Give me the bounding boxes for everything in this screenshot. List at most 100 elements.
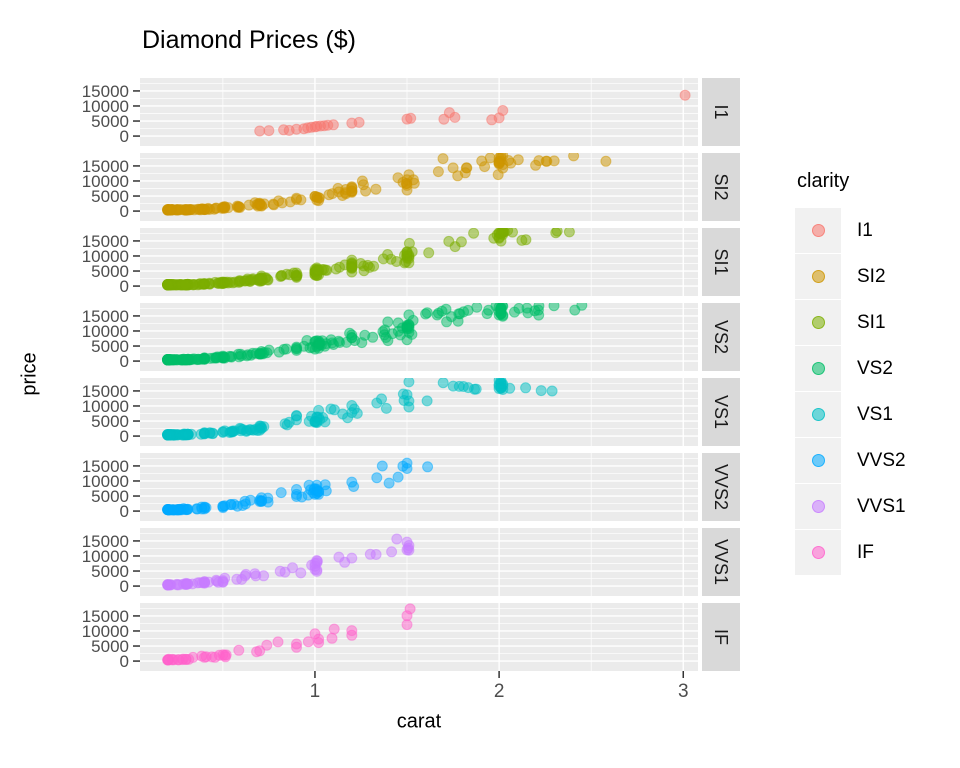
legend-dot <box>811 316 825 329</box>
y-tick-label: 15000 <box>82 382 129 401</box>
facet-strip-VVS1 <box>702 528 740 596</box>
x-axis-title: carat <box>396 710 442 733</box>
y-tick-label: 10000 <box>82 97 129 116</box>
y-tick-label: 15000 <box>82 157 129 176</box>
legend-label: I1 <box>857 219 873 241</box>
y-tick-label: 5000 <box>91 337 129 356</box>
y-tick-label: 0 <box>120 277 129 296</box>
chart-title: Diamond Prices ($) <box>142 26 356 54</box>
legend-dot <box>811 224 825 237</box>
y-tick-label: 0 <box>120 427 129 446</box>
y-tick-label: 15000 <box>82 232 129 251</box>
y-tick-label: 15000 <box>82 532 129 551</box>
legend-entry-I1: I1 <box>795 208 960 253</box>
y-tick-label: 5000 <box>91 262 129 281</box>
y-tick-label: 0 <box>120 577 129 596</box>
facet-panel-IF <box>140 603 698 671</box>
y-tick-label: 0 <box>120 352 129 371</box>
legend-entry-VS2: VS2 <box>795 346 960 391</box>
points-SI1 <box>162 228 575 291</box>
facet-strip-label: SI2 <box>711 173 731 200</box>
y-tick-label: 0 <box>120 652 129 671</box>
y-tick-label: 10000 <box>82 472 129 491</box>
legend-label: SI2 <box>857 265 886 287</box>
y-tick-label: 15000 <box>82 82 129 101</box>
legend-dot <box>811 454 825 467</box>
y-tick-label: 5000 <box>91 412 129 431</box>
facet-panel-VVS1 <box>140 528 698 596</box>
legend-title: clarity <box>797 170 850 192</box>
facet-strip-label: VS2 <box>711 320 731 354</box>
legend-key <box>795 254 841 299</box>
legend-entry-VVS2: VVS2 <box>795 438 960 483</box>
x-tick-label: 1 <box>310 681 321 702</box>
y-tick-label: 5000 <box>91 562 129 581</box>
legend-label: VS2 <box>857 357 893 379</box>
y-tick-label: 10000 <box>82 172 129 191</box>
x-tick-label: 3 <box>678 681 689 702</box>
facet-strip-label: IF <box>711 629 731 645</box>
legend-entry-SI2: SI2 <box>795 254 960 299</box>
y-tick-label: 0 <box>120 502 129 521</box>
y-tick-label: 10000 <box>82 547 129 566</box>
facet-strip-VVS2 <box>702 453 740 521</box>
legend-entry-VS1: VS1 <box>795 392 960 437</box>
points-VVS1 <box>162 533 415 591</box>
y-tick-label: 15000 <box>82 607 129 626</box>
points-VS2 <box>162 303 588 366</box>
y-tick-label: 5000 <box>91 487 129 506</box>
facet-strip-label: VVS1 <box>711 539 731 585</box>
legend-dot <box>811 408 825 421</box>
legend-dot <box>811 546 825 559</box>
y-tick-label: 15000 <box>82 307 129 326</box>
x-tick-label: 2 <box>494 681 505 702</box>
facet-strip-label: VS1 <box>711 395 731 429</box>
legend-entry-VVS1: VVS1 <box>795 484 960 529</box>
y-tick-label: 5000 <box>91 112 129 131</box>
facet-strip-label: VVS2 <box>711 464 731 510</box>
y-tick-label: 10000 <box>82 322 129 341</box>
facet-strip-IF <box>702 603 740 671</box>
points-I1 <box>254 89 691 137</box>
y-tick-label: 0 <box>120 202 129 221</box>
legend-key <box>795 484 841 529</box>
legend-entry-SI1: SI1 <box>795 300 960 345</box>
legend-label: VS1 <box>857 403 893 425</box>
points-IF <box>162 603 416 666</box>
points-VVS2 <box>162 457 434 516</box>
legend-dot <box>811 270 825 283</box>
y-tick-label: 0 <box>120 127 129 146</box>
legend-key <box>795 392 841 437</box>
legend-dot <box>811 500 825 513</box>
points-SI2 <box>162 153 612 216</box>
legend-key <box>795 300 841 345</box>
legend-key <box>795 438 841 483</box>
legend-dot <box>811 362 825 375</box>
y-tick-label: 15000 <box>82 457 129 476</box>
facet-panel-I1 <box>140 78 698 146</box>
legend-label: SI1 <box>857 311 886 333</box>
legend-label: VVS1 <box>857 495 906 517</box>
legend-entries: I1 SI2 SI1 VS2 VS1 VVS2 VVS1 IF <box>795 208 960 575</box>
legend-key <box>795 208 841 253</box>
legend-entry-IF: IF <box>795 530 960 575</box>
legend-label: IF <box>857 541 874 563</box>
facet-strip-I1 <box>702 78 740 146</box>
facet-strip-VS1 <box>702 378 740 446</box>
facet-strip-label: SI1 <box>711 248 731 275</box>
legend-key <box>795 530 841 575</box>
y-tick-label: 5000 <box>91 637 129 656</box>
facet-strip-label: I1 <box>711 104 731 119</box>
facet-strip-VS2 <box>702 303 740 371</box>
y-tick-label: 5000 <box>91 187 129 206</box>
legend-label: VVS2 <box>857 449 906 471</box>
legend-key <box>795 346 841 391</box>
y-tick-label: 10000 <box>82 397 129 416</box>
y-tick-label: 10000 <box>82 622 129 641</box>
y-tick-label: 10000 <box>82 247 129 266</box>
legend: clarity I1 SI2 SI1 VS2 VS1 VVS2 VVS1 IF <box>795 170 960 576</box>
facet-strip-SI1 <box>702 228 740 296</box>
facet-strip-SI2 <box>702 153 740 221</box>
